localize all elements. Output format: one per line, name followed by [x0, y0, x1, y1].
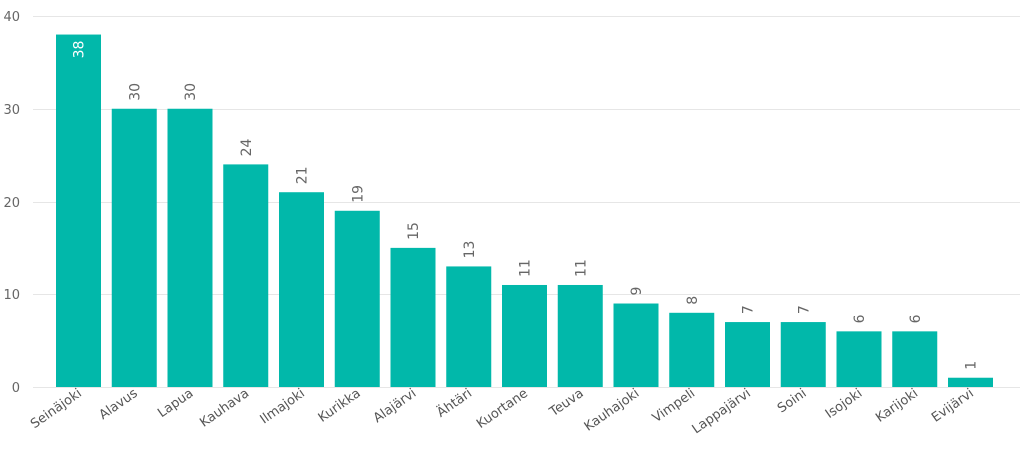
- data-labels: 38 30 30 24 21 19 15 13 11 11 9 8 7 7 6 6 1: [72, 41, 980, 370]
- x-tick-label: Kauhava: [197, 386, 252, 431]
- bar[interactable]: [167, 108, 213, 387]
- data-label: 1: [964, 361, 980, 370]
- bar[interactable]: [502, 284, 547, 387]
- data-label: 9: [629, 287, 645, 296]
- data-label: 7: [741, 305, 757, 314]
- data-label: 38: [72, 41, 88, 59]
- bar[interactable]: [279, 192, 324, 387]
- x-tick-label: Lappajärvi: [690, 386, 754, 437]
- x-tick-label: Lapua: [155, 386, 196, 421]
- bar[interactable]: [446, 266, 492, 387]
- bar[interactable]: [948, 377, 993, 387]
- y-tick-label: 20: [3, 196, 20, 211]
- data-label: 21: [295, 166, 311, 184]
- x-tick-label: Kuortane: [474, 386, 531, 432]
- bar[interactable]: [780, 322, 826, 387]
- data-label: 30: [127, 83, 143, 101]
- data-label: 24: [239, 138, 255, 156]
- bar[interactable]: [223, 164, 269, 387]
- x-tick-label: Kurikka: [316, 386, 364, 426]
- y-tick-label: 40: [3, 10, 20, 25]
- y-axis-tick-labels: 0 10 20 30 40: [3, 10, 20, 396]
- bar[interactable]: [836, 331, 882, 387]
- x-tick-label: Ähtäri: [434, 385, 475, 421]
- bar[interactable]: [56, 34, 101, 388]
- data-label: 13: [462, 241, 478, 259]
- x-tick-label: Alavus: [97, 386, 141, 423]
- x-tick-label: Karijoki: [873, 386, 921, 426]
- bar[interactable]: [557, 284, 603, 387]
- x-tick-label: Soini: [775, 386, 810, 416]
- x-axis-tick-labels: Seinäjoki Alavus Lapua Kauhava Ilmajoki Kurik…: [28, 385, 977, 437]
- x-tick-label: Vimpeli: [650, 386, 698, 426]
- data-label: 19: [350, 185, 366, 203]
- bar[interactable]: [725, 322, 770, 387]
- data-label: 11: [573, 259, 589, 277]
- x-tick-label: Seinäjoki: [28, 386, 85, 432]
- x-tick-label: Kauhajoki: [582, 386, 643, 435]
- y-tick-label: 30: [3, 103, 20, 118]
- x-tick-label: Ilmajoki: [258, 386, 308, 427]
- x-tick-label: Alajärvi: [371, 386, 419, 426]
- bar[interactable]: [390, 247, 436, 388]
- bar[interactable]: [111, 108, 157, 387]
- data-label: 6: [852, 314, 868, 323]
- data-label: 8: [685, 296, 701, 305]
- x-tick-label: Teuva: [546, 386, 586, 420]
- data-label: 7: [796, 305, 812, 314]
- data-label: 6: [908, 314, 924, 323]
- data-label: 30: [183, 83, 199, 101]
- x-tick-label: Isojoki: [823, 386, 865, 422]
- bar[interactable]: [669, 312, 715, 387]
- bar[interactable]: [892, 331, 938, 387]
- bars: [56, 34, 993, 388]
- bar[interactable]: [613, 303, 659, 387]
- data-label: 15: [406, 222, 422, 240]
- bar[interactable]: [334, 210, 380, 387]
- y-tick-label: 10: [3, 288, 20, 303]
- data-label: 11: [518, 259, 534, 277]
- y-tick-label: 0: [12, 381, 20, 396]
- x-tick-label: Evijärvi: [929, 386, 977, 426]
